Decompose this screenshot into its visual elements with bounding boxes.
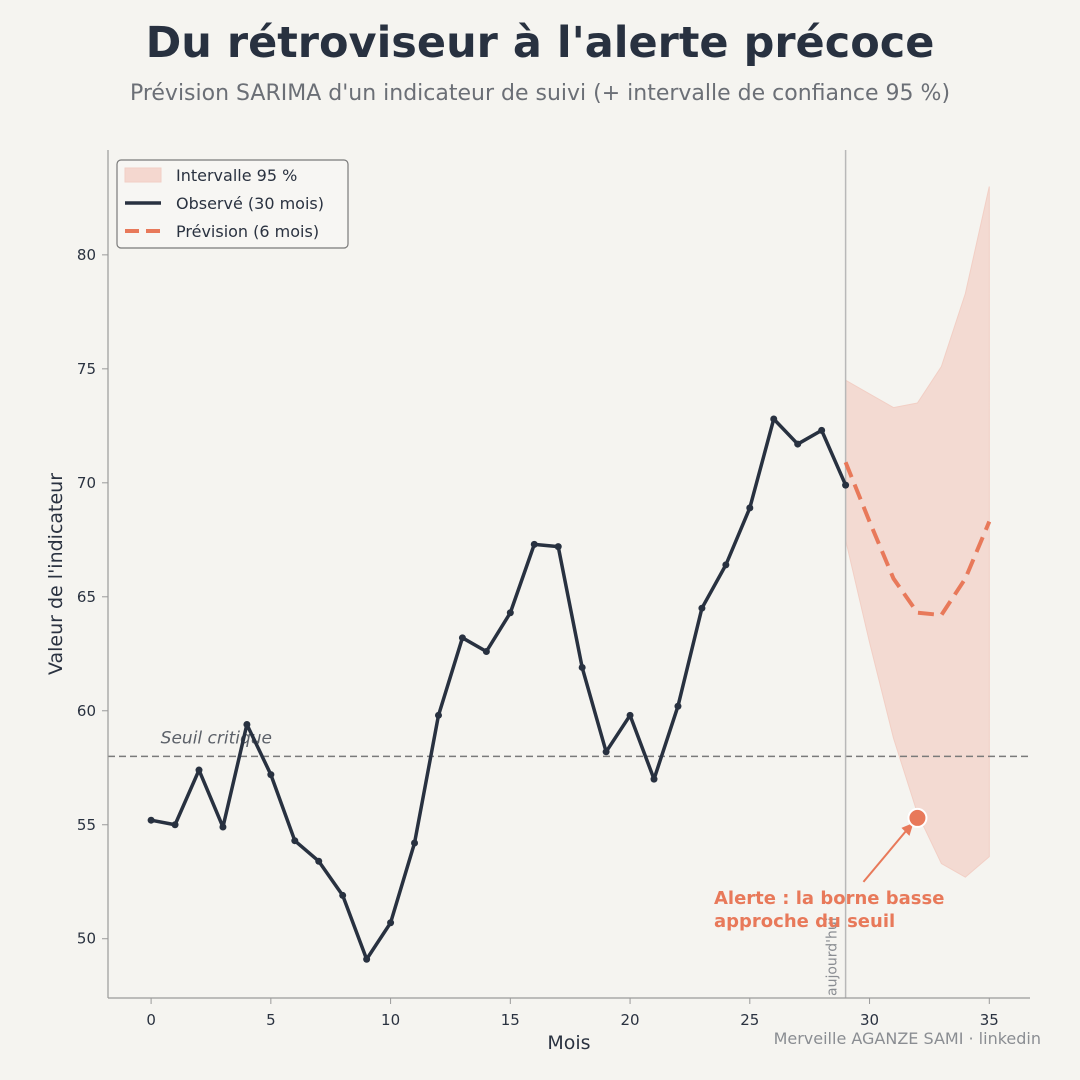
observed-point (602, 748, 610, 756)
observed-point (722, 561, 730, 569)
observed-point (195, 766, 203, 774)
observed-point (578, 663, 586, 671)
observed-point (626, 711, 634, 719)
observed-point (746, 504, 754, 512)
observed-point (554, 543, 562, 551)
x-axis-label: Mois (547, 1032, 590, 1054)
observed-point (818, 426, 826, 434)
observed-point (387, 919, 395, 927)
observed-point (530, 540, 538, 548)
y-tick-label: 70 (77, 474, 96, 492)
observed-point (243, 720, 251, 728)
legend-box (116, 159, 349, 249)
y-tick-label: 80 (77, 246, 96, 264)
observed-point (506, 609, 514, 617)
observed-point (219, 823, 227, 831)
x-tick-label: 20 (621, 1011, 640, 1029)
confidence-interval-band (845, 186, 990, 878)
y-tick-label: 50 (77, 930, 96, 948)
observed-point (291, 837, 299, 845)
observed-point (363, 955, 371, 963)
observed-point (770, 415, 778, 423)
y-axis-label: Valeur de l'indicateur (45, 473, 67, 675)
forecast-series-line (843, 461, 992, 618)
observed-point (315, 857, 323, 865)
observed-point (339, 891, 347, 899)
y-tick-label: 65 (77, 588, 96, 606)
legend-swatch-interval (124, 167, 162, 183)
observed-point (482, 648, 490, 656)
observed-point (434, 711, 442, 719)
observed-point (794, 440, 802, 448)
alert-arrow (862, 826, 911, 883)
alert-arrowhead (901, 822, 914, 836)
credit-text: Merveille AGANZE SAMI · linkedin (774, 1029, 1041, 1048)
observed-point (267, 771, 275, 779)
observed-point (171, 821, 179, 829)
observed-point (650, 775, 658, 783)
x-tick-label: 15 (501, 1011, 520, 1029)
observed-point (147, 816, 155, 824)
legend-label: Prévision (6 mois) (176, 222, 319, 241)
x-tick-label: 5 (266, 1011, 276, 1029)
x-tick-label: 25 (740, 1011, 759, 1029)
y-tick-label: 75 (77, 360, 96, 378)
observed-point (411, 839, 419, 847)
observed-series-line (150, 417, 848, 961)
today-label: aujourd'hui (825, 917, 841, 996)
page-title: Du rétroviseur à l'alerte précoce (145, 18, 935, 68)
observed-point (458, 634, 466, 642)
y-tick-label: 60 (77, 702, 96, 720)
x-tick-label: 10 (381, 1011, 400, 1029)
alert-text: Alerte : la borne basse (714, 888, 944, 909)
observed-point (698, 604, 706, 612)
page-subtitle: Prévision SARIMA d'un indicateur de suiv… (129, 81, 951, 106)
x-tick-label: 35 (980, 1011, 999, 1029)
alert-text: approche du seuil (714, 911, 895, 932)
legend-label: Observé (30 mois) (176, 194, 324, 213)
observed-point (674, 702, 682, 710)
legend-label: Intervalle 95 % (176, 166, 297, 185)
x-tick-label: 30 (860, 1011, 879, 1029)
observed-point (842, 481, 850, 489)
x-tick-label: 0 (146, 1011, 156, 1029)
alert-marker (907, 807, 928, 828)
y-tick-label: 55 (77, 816, 96, 834)
